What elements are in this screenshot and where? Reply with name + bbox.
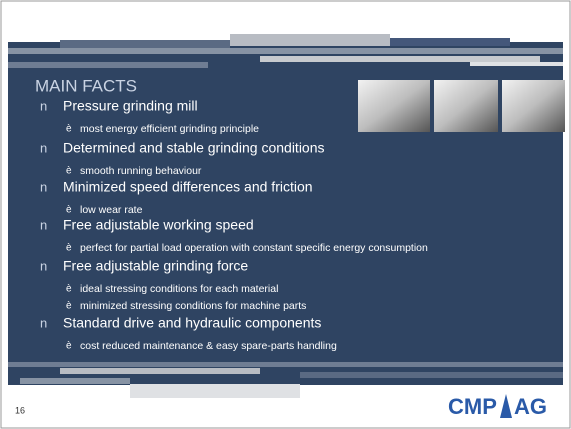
sub-marker: è <box>66 301 72 312</box>
sub-text: perfect for partial load operation with … <box>80 242 428 254</box>
sub-marker: è <box>66 243 72 254</box>
sub-text: minimized stressing conditions for machi… <box>80 300 306 312</box>
page-number: 16 <box>15 405 25 415</box>
bullet-text: Determined and stable grinding condition… <box>63 140 325 156</box>
sub-text: smooth running behaviour <box>80 165 202 177</box>
bullet-marker: n <box>40 140 47 155</box>
photo <box>502 80 565 132</box>
slide: MAIN FACTS n Pressure grinding mill è most … <box>0 0 571 429</box>
bullet-marker: n <box>40 315 47 330</box>
bullet-text: Free adjustable working speed <box>63 217 254 233</box>
sub-text: most energy efficient grinding principle <box>80 123 259 135</box>
sub-text: cost reduced maintenance & easy spare-pa… <box>80 340 337 352</box>
logo-text: CMP <box>448 394 497 419</box>
sub-marker: è <box>66 341 72 352</box>
photo <box>434 80 498 132</box>
bullet-marker: n <box>40 179 47 194</box>
photos <box>358 80 565 132</box>
bullet-text: Free adjustable grinding force <box>63 258 248 274</box>
sub-marker: è <box>66 205 72 216</box>
bullet-marker: n <box>40 258 47 273</box>
sub-marker: è <box>66 166 72 177</box>
slide-title: MAIN FACTS <box>35 76 137 95</box>
sub-text: ideal stressing conditions for each mate… <box>80 283 278 295</box>
bullet-marker: n <box>40 217 47 232</box>
sub-text: low wear rate <box>80 204 143 216</box>
sub-marker: è <box>66 284 72 295</box>
logo-text: AG <box>514 394 547 419</box>
bullet-marker: n <box>40 98 47 113</box>
bullet-text: Pressure grinding mill <box>63 98 198 114</box>
photo <box>358 80 430 132</box>
bullet-text: Minimized speed differences and friction <box>63 179 313 195</box>
sub-marker: è <box>66 124 72 135</box>
page: MAIN FACTS n Pressure grinding mill è most … <box>0 0 571 429</box>
bullet-text: Standard drive and hydraulic components <box>63 315 321 331</box>
